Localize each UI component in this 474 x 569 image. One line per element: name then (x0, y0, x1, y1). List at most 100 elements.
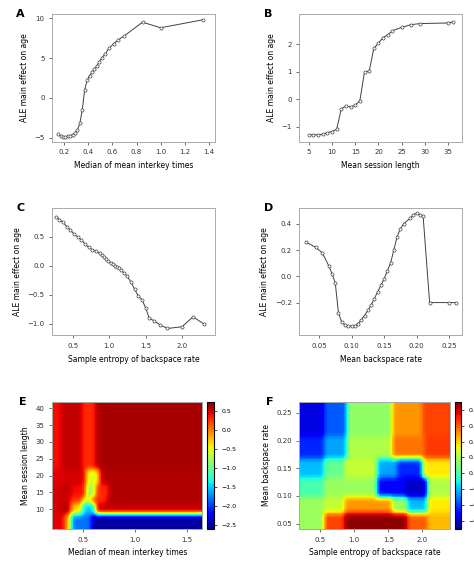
Point (93, 61, 100, 71)
Point (121, 31, 128, 40)
Point (85, 243, 92, 252)
Point (426, 298, 433, 307)
Point (328, 269, 336, 278)
Point (199, 15, 207, 24)
Point (200, 319, 208, 328)
Point (354, 319, 362, 328)
Y-axis label: Mean backspace rate: Mean backspace rate (262, 424, 271, 506)
Point (138, 295, 146, 304)
Point (351, 101, 359, 110)
Point (55, 215, 63, 224)
Point (387, 258, 394, 267)
Point (95, 57, 103, 67)
Point (156, 320, 164, 329)
Point (116, 263, 123, 273)
Point (98, 251, 106, 260)
Point (406, 214, 414, 223)
Point (79, 105, 86, 114)
Point (105, 44, 113, 53)
Point (449, 17, 456, 26)
Point (383, 266, 391, 275)
X-axis label: Median of mean interkey times: Median of mean interkey times (68, 549, 187, 558)
Point (419, 211, 427, 220)
Point (59, 132, 67, 141)
X-axis label: Sample entropy of backspace rate: Sample entropy of backspace rate (309, 549, 440, 558)
Point (78, 235, 85, 244)
Point (88, 68, 96, 77)
Point (100, 253, 108, 262)
Text: B: B (264, 9, 272, 19)
Point (91, 65, 98, 74)
Point (380, 274, 388, 283)
Point (398, 23, 406, 32)
Point (164, 324, 171, 333)
Point (348, 321, 356, 331)
Point (413, 209, 420, 218)
Point (384, 30, 392, 39)
Point (131, 284, 138, 294)
Point (312, 243, 319, 252)
Text: A: A (16, 9, 25, 19)
Point (189, 312, 197, 321)
Point (81, 240, 89, 249)
Point (107, 258, 114, 267)
Point (324, 128, 331, 137)
Point (416, 210, 424, 219)
Point (333, 125, 340, 134)
Point (63, 222, 71, 231)
Point (367, 300, 375, 310)
Point (113, 262, 121, 271)
Point (73, 125, 81, 134)
Point (331, 278, 339, 287)
Point (66, 131, 74, 141)
Point (314, 130, 322, 139)
Point (118, 265, 125, 274)
Point (319, 130, 327, 139)
Point (52, 212, 60, 221)
Point (135, 291, 142, 300)
Text: E: E (19, 397, 27, 407)
Point (83, 76, 91, 85)
Point (335, 308, 342, 318)
Point (69, 130, 76, 139)
Text: D: D (264, 203, 273, 213)
Point (89, 245, 96, 254)
Point (92, 247, 100, 256)
Point (102, 254, 110, 263)
Point (390, 245, 398, 254)
Point (70, 229, 78, 238)
Point (310, 130, 317, 139)
Point (115, 35, 122, 44)
Y-axis label: ALE main effect on age: ALE main effect on age (267, 34, 276, 122)
Point (389, 26, 396, 35)
Point (337, 104, 345, 113)
Point (57, 131, 64, 141)
Point (98, 53, 105, 63)
Point (393, 232, 401, 241)
Point (374, 39, 382, 48)
Point (101, 50, 109, 59)
Point (325, 261, 333, 270)
Point (305, 130, 312, 139)
Point (371, 294, 378, 303)
Point (76, 119, 83, 128)
Point (377, 281, 384, 290)
Point (351, 321, 358, 331)
Point (370, 44, 378, 53)
Point (178, 322, 186, 331)
Point (105, 257, 112, 266)
Point (96, 249, 103, 258)
Point (146, 314, 153, 323)
Point (111, 261, 118, 270)
Point (410, 210, 417, 219)
Point (64, 131, 72, 141)
Point (157, 23, 164, 32)
Point (365, 67, 373, 76)
Point (109, 259, 117, 269)
Point (342, 101, 350, 110)
Point (347, 102, 355, 112)
Text: C: C (16, 203, 25, 213)
X-axis label: Mean session length: Mean session length (341, 161, 420, 170)
Point (364, 306, 372, 315)
Point (345, 321, 352, 331)
